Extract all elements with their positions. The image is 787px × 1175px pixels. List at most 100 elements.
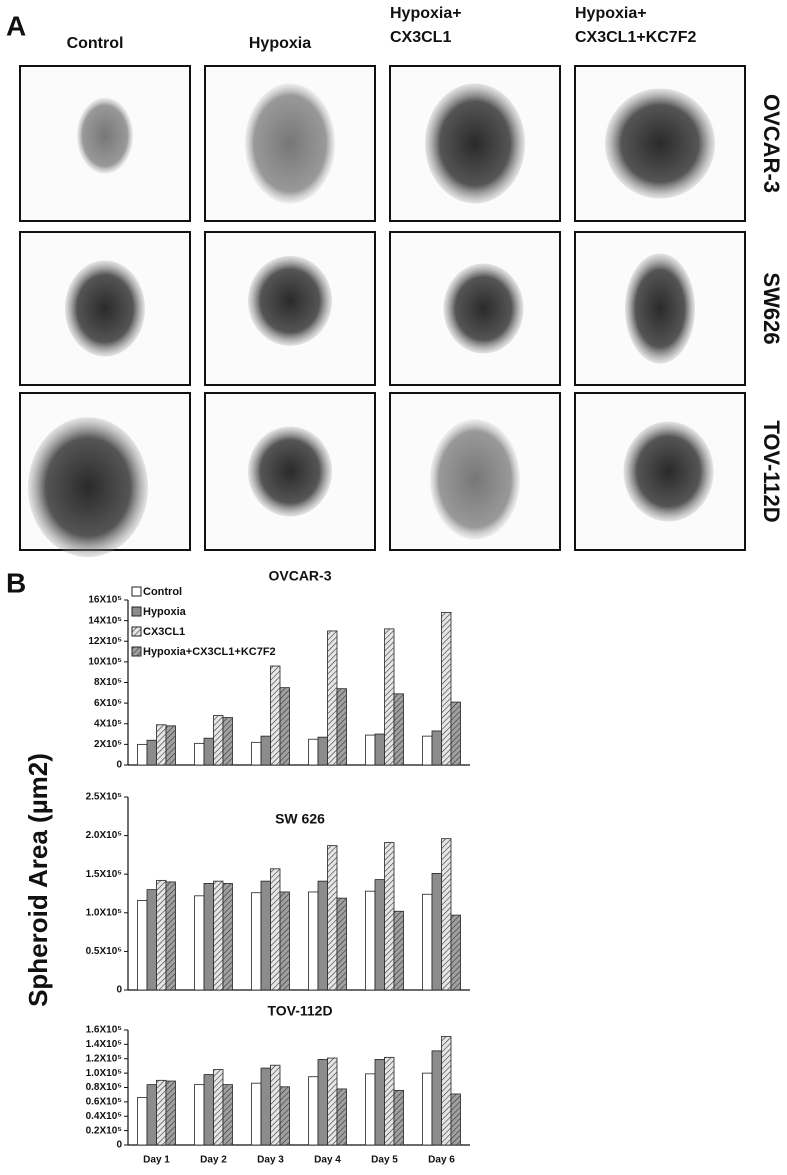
bar [194,895,205,991]
legend-label: Control [143,586,182,598]
bar [251,892,262,991]
bar [146,1084,157,1146]
bar [384,628,395,766]
column-header: CX3CL1 [390,29,451,46]
x-tick-label: Day 2 [200,1155,227,1166]
bar [213,880,224,991]
bar [308,738,319,766]
panel-label: A [6,10,26,41]
legend-label: Hypoxia [143,606,187,618]
bar [441,611,452,766]
bar [203,1074,214,1146]
bar [137,743,148,766]
panel-label: B [6,567,26,598]
bar [365,890,376,991]
bar [393,910,404,991]
y-axis-label: Spheroid Area (µm2) [23,753,53,1007]
bar [317,736,328,766]
spheroid [28,417,148,558]
spheroid [65,260,145,357]
column-header: Control [67,35,124,52]
y-tick-label: 1.2X10⁵ [86,1053,123,1064]
bar [384,1056,395,1146]
column-header: Hypoxia+ [575,5,647,22]
chart-title: SW 626 [275,811,325,827]
bar [279,1086,290,1146]
spheroid [443,263,524,354]
bar [365,734,376,766]
y-tick-label: 1.4X10⁵ [86,1039,123,1050]
bar [260,735,271,766]
bar [393,693,404,766]
bar [156,1079,167,1146]
column-header: Hypoxia+ [390,5,462,22]
y-tick-label: 1.6X10⁵ [86,1025,123,1036]
legend-swatch [131,606,142,617]
bar [374,879,385,991]
bar [450,701,461,766]
bar [203,737,214,766]
bar [146,889,157,991]
y-tick-label: 2X10⁵ [94,739,122,750]
bar [279,687,290,766]
bar [222,1084,233,1146]
bar [308,1076,319,1146]
chart-title: TOV-112D [267,1003,332,1019]
x-tick-label: Day 1 [143,1155,170,1166]
y-tick-label: 2.0X10⁵ [86,830,123,841]
bar [137,1097,148,1146]
legend-swatch [131,586,142,597]
x-tick-label: Day 5 [371,1155,398,1166]
bar [279,891,290,991]
bar [165,881,176,991]
y-tick-label: 0.8X10⁵ [86,1082,123,1093]
y-tick-label: 0 [116,760,122,771]
bar [213,1069,224,1146]
y-tick-label: 0 [116,1140,122,1151]
spheroid [77,97,133,174]
y-tick-label: 0.6X10⁵ [86,1097,123,1108]
y-tick-label: 4X10⁵ [94,718,122,729]
row-label: OVCAR-3 [759,94,784,193]
bar [251,741,262,766]
column-header: Hypoxia [249,35,311,52]
chart-title: OVCAR-3 [268,568,331,584]
bar [450,1093,461,1146]
spheroid [425,83,525,204]
y-tick-label: 0.4X10⁵ [86,1111,123,1122]
bar [336,688,347,766]
bar [384,842,395,991]
y-tick-label: 6X10⁵ [94,698,122,709]
y-tick-label: 0.5X10⁵ [86,946,123,957]
bar [194,1084,205,1146]
legend-hatch [132,647,141,656]
bar [365,1073,376,1146]
y-tick-label: 16X10⁵ [88,595,122,606]
bar [270,868,281,991]
legend-hatch [132,627,141,636]
bar [422,1072,433,1146]
row-label: TOV-112D [759,420,784,522]
spheroid [605,88,715,199]
bar [450,914,461,991]
spheroid [245,83,335,204]
bar [317,880,328,991]
bar [441,838,452,991]
y-tick-label: 0 [116,985,122,996]
bar [270,1064,281,1146]
bar [251,1082,262,1146]
bar [336,897,347,991]
x-tick-label: Day 4 [314,1155,341,1166]
y-tick-label: 2.5X10⁵ [86,792,123,803]
bar [431,730,442,766]
spheroid [248,255,332,346]
spheroid [430,419,520,540]
bar [441,1036,452,1146]
bar [374,733,385,766]
bar [422,735,433,766]
bar [165,725,176,766]
y-tick-label: 1.0X10⁵ [86,1068,123,1079]
bar [308,891,319,991]
bar [422,893,433,991]
